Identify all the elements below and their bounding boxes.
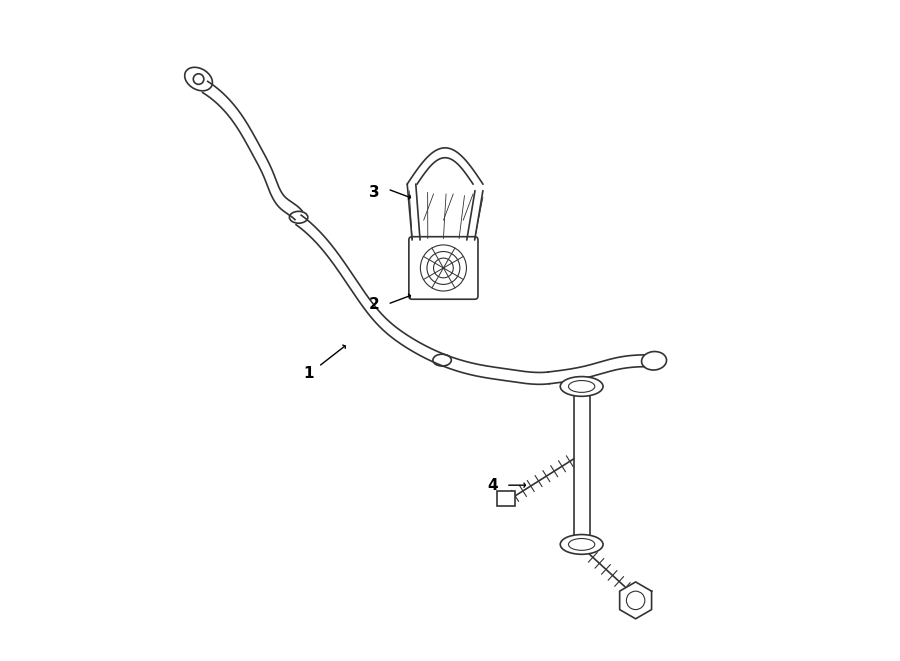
Ellipse shape xyxy=(569,539,595,551)
Ellipse shape xyxy=(561,377,603,397)
Text: 4: 4 xyxy=(488,478,498,492)
Text: 1: 1 xyxy=(303,366,314,381)
Text: 2: 2 xyxy=(369,297,380,312)
Text: 3: 3 xyxy=(369,185,380,200)
Polygon shape xyxy=(202,81,302,219)
Polygon shape xyxy=(620,582,652,619)
FancyBboxPatch shape xyxy=(409,237,478,299)
Polygon shape xyxy=(296,215,549,384)
Polygon shape xyxy=(497,491,515,506)
Ellipse shape xyxy=(569,381,595,393)
Polygon shape xyxy=(548,355,644,384)
Ellipse shape xyxy=(561,535,603,555)
